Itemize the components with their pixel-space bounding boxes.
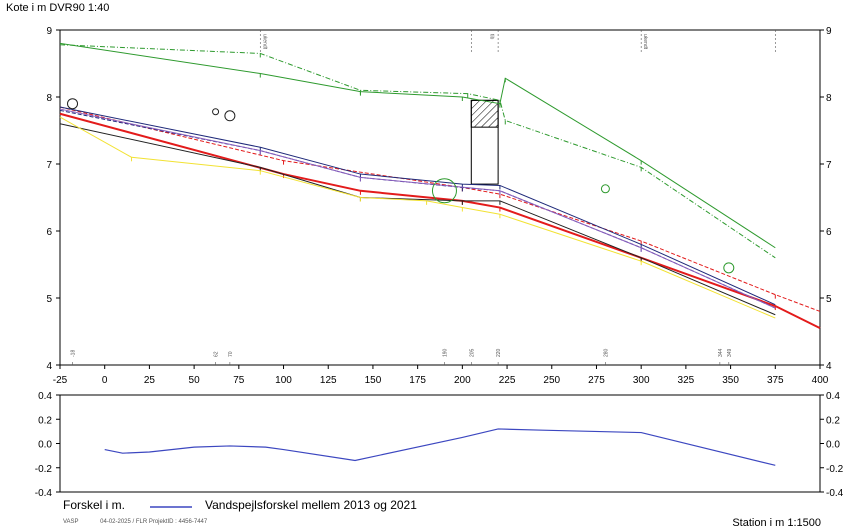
y-tick-label-left: 9	[46, 26, 52, 37]
diff-y-tick-label-left: 0.2	[38, 415, 52, 426]
station-marker-label: 280	[603, 348, 609, 357]
x-tick-label: -25	[53, 375, 68, 386]
y-tick-label-right: 6	[826, 227, 832, 238]
profile-series-navy-dashed	[59, 109, 776, 309]
station-axis-label: Station i m 1:1500	[732, 517, 821, 529]
structure-hatch	[470, 99, 499, 128]
profile-point-marker	[431, 178, 457, 204]
x-tick-label: 150	[365, 375, 382, 386]
y-tick-label-right: 7	[826, 160, 832, 171]
x-tick-label: 225	[499, 375, 516, 386]
station-marker-label: 220	[496, 348, 502, 357]
diff-axis-label: Forskel i m.	[63, 498, 126, 512]
diff-y-tick-label-left: 0.0	[38, 440, 52, 451]
x-tick-label: 175	[409, 375, 426, 386]
y-tick-label-right: 8	[826, 93, 832, 104]
diff-y-tick-label-right: -0.2	[826, 464, 843, 475]
chart-title: Kote i m DVR90 1:40	[6, 2, 110, 14]
diff-y-tick-label-left: -0.2	[35, 464, 53, 475]
profile-point-marker	[600, 184, 610, 194]
profile-series-green-solid	[59, 42, 776, 249]
x-tick-label: 100	[275, 375, 292, 386]
legend-label: Vandspejlsforskel mellem 2013 og 2021	[205, 498, 417, 512]
profile-point-marker	[212, 108, 220, 116]
y-tick-label-left: 5	[46, 294, 52, 305]
x-tick-label: 75	[233, 375, 245, 386]
y-tick-label-left: 4	[46, 361, 52, 372]
station-marker-label: -18	[71, 350, 77, 357]
x-tick-label: 0	[102, 375, 108, 386]
footer-code: VASP 04-02-2025 / FLR ProjektID : 4456-7…	[63, 519, 207, 525]
profile-series-red-solid	[59, 112, 821, 330]
legend-line-swatch	[150, 506, 192, 508]
station-marker-label: 205	[469, 348, 475, 357]
difference-series-line	[104, 428, 776, 466]
x-tick-label: 275	[588, 375, 605, 386]
x-tick-label: 200	[454, 375, 471, 386]
y-tick-label-right: 9	[826, 26, 832, 37]
x-tick-label: 325	[678, 375, 695, 386]
y-tick-label-right: 4	[826, 361, 832, 372]
x-tick-label: 250	[543, 375, 560, 386]
station-marker-label: 349	[727, 348, 733, 357]
station-marker-label: 190	[442, 348, 448, 357]
profile-series-black-solid	[59, 123, 776, 316]
diff-y-tick-label-right: 0.2	[826, 415, 840, 426]
top-marker-label: tib	[488, 34, 494, 40]
footer-code-text: VASP	[63, 519, 79, 525]
station-marker-label: 70	[228, 351, 234, 357]
x-tick-label: 125	[320, 375, 337, 386]
station-marker-label: 344	[718, 348, 724, 357]
profile-series-purple-solid	[59, 108, 776, 309]
y-tick-label-right: 5	[826, 294, 832, 305]
top-marker-label: ukendt	[642, 34, 648, 50]
x-tick-label: 25	[144, 375, 156, 386]
diff-y-tick-label-left: -0.4	[35, 488, 53, 499]
x-tick-label: 300	[633, 375, 650, 386]
station-marker-label: 62	[214, 351, 220, 357]
diff-y-tick-label-left: 0.4	[38, 391, 52, 402]
x-tick-label: 50	[189, 375, 201, 386]
y-tick-label-left: 6	[46, 227, 52, 238]
profile-point-marker	[723, 262, 735, 274]
profile-point-marker	[224, 110, 236, 122]
diff-y-tick-label-right: 0.4	[826, 391, 840, 402]
profile-plot-frame	[59, 29, 821, 366]
profile-point-marker	[67, 98, 79, 110]
x-tick-label: 375	[767, 375, 784, 386]
y-tick-label-left: 7	[46, 160, 52, 171]
x-tick-label: 350	[722, 375, 739, 386]
x-tick-label: 400	[812, 375, 829, 386]
top-marker-label: ukendt	[261, 34, 267, 50]
profile-series-navy-solid	[59, 106, 776, 306]
footer-meta: 04-02-2025 / FLR ProjektID : 4456-7447	[100, 519, 208, 525]
difference-plot-frame	[59, 394, 821, 493]
diff-y-tick-label-right: 0.0	[826, 440, 840, 451]
y-tick-label-left: 8	[46, 93, 52, 104]
diff-y-tick-label-right: -0.4	[826, 488, 843, 499]
profile-series-green-dashdot	[59, 44, 776, 259]
